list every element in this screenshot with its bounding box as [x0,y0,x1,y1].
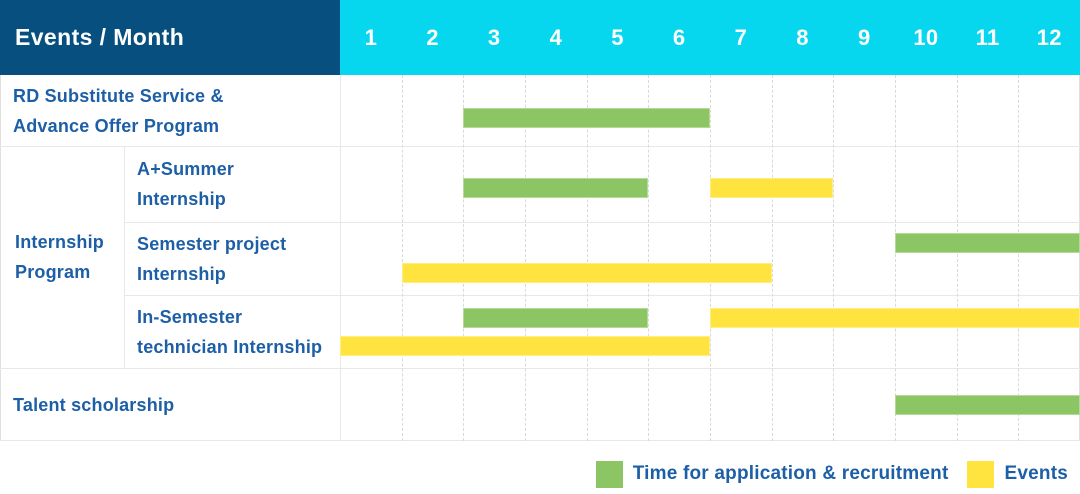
row-sub-label-2: Semester project Internship [124,222,340,295]
month-grid-line-2 [463,75,464,441]
row-group-label-1-line-2: Program [15,262,91,282]
legend: Time for application & recruitment Events [0,457,1068,491]
bar-application_recruitment-row3-0 [463,308,649,328]
month-header-4: 4 [549,24,563,50]
bar-application_recruitment-row2-0 [895,233,1080,253]
month-grid-line-7 [772,75,773,441]
row-sub-label-1: A+Summer Internship [124,146,340,222]
table-border-left [0,75,1,441]
row-sep-2 [124,222,1080,223]
row-group-label-2: Talent scholarship [0,368,340,441]
row-sub-label-1-line-1: A+Summer [137,159,235,179]
row-sub-label-1-line-2: Internship [137,189,227,209]
legend-label-0: Time for application & recruitment [632,463,949,484]
group-col-divider [124,146,125,368]
row-sub-label-2-line-1: Semester project [137,233,287,254]
month-grid-line-6 [710,75,711,441]
table-border-bottom [0,440,1080,441]
bar-events-row1-1 [710,178,834,198]
month-grid-line-1 [402,75,403,441]
legend-swatch-yellow-icon [967,460,995,488]
month-grid-line-9 [895,75,896,441]
row-sub-label-3-line-2: technician Internship [137,336,323,357]
label-chart-divider [340,75,341,441]
row-group-label-0-line-2: Advance Offer Program [13,115,220,136]
bar-events-row3-2 [340,336,710,356]
bar-application_recruitment-row0-0 [463,108,710,128]
bar-application_recruitment-row4-0 [895,395,1080,415]
month-header-7: 7 [734,24,748,50]
row-group-label-0: RD Substitute Service & Advance Offer Pro… [0,75,340,146]
row-sub-label-3: In-Semester technician Internship [124,295,340,368]
bar-application_recruitment-row1-0 [463,178,649,198]
month-header-row: 1 2 3 4 5 6 7 8 9 10 11 12 [340,0,1080,75]
header-corner-label: Events / Month [15,24,185,50]
month-grid-line-4 [587,75,588,441]
row-sep-3 [124,295,1080,296]
month-grid-line-5 [648,75,649,441]
month-grid-line-10 [957,75,958,441]
month-header-8: 8 [796,24,809,50]
row-group-label-1: Internship Program [0,146,124,368]
legend-swatch-green-icon [595,460,623,488]
row-sub-label-2-line-2: Internship [137,263,227,284]
bar-events-row2-1 [401,263,772,283]
month-header-2: 2 [426,24,439,50]
month-header-5: 5 [611,24,624,50]
legend-label-1: Events [1004,463,1068,484]
row-sep-4 [0,368,1080,369]
legend-item-yellow: Events [967,460,1068,488]
row-sep-1 [0,146,1080,147]
month-grid-line-11 [1018,75,1019,441]
header-corner-cell: Events / Month [0,0,340,75]
legend-item-green: Time for application & recruitment [595,460,949,488]
month-header-10: 10 [913,24,939,50]
month-grid-line-8 [833,75,834,441]
month-header-12: 12 [1036,24,1062,50]
bar-events-row3-1 [710,308,1080,328]
row-sub-label-3-line-1: In-Semester [137,306,243,327]
row-group-label-1-line-1: Internship [15,232,105,252]
month-grid-line-3 [525,75,526,441]
row-group-label-2-line-1: Talent scholarship [13,394,175,415]
month-header-9: 9 [857,24,871,50]
month-header-1: 1 [364,24,378,50]
month-header-11: 11 [975,24,1000,50]
month-header-6: 6 [672,24,686,50]
row-group-label-0-line-1: RD Substitute Service & [13,85,224,106]
month-header-3: 3 [487,24,501,50]
